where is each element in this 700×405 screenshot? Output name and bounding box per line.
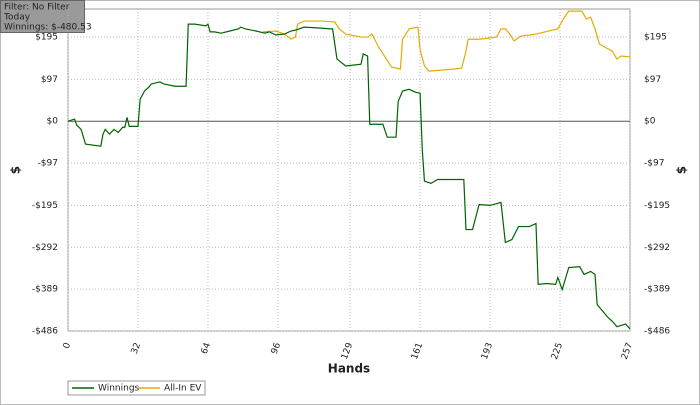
y-tick-label: $195 <box>35 33 58 43</box>
y-tick-label-right: -$389 <box>644 285 670 295</box>
legend-label: Winnings <box>98 384 140 394</box>
y-tick-label: $0 <box>47 117 59 127</box>
y-tick-label: -$292 <box>32 243 58 253</box>
y-tick-label-right: -$292 <box>644 243 670 253</box>
y-tick-label-right: -$195 <box>644 201 670 211</box>
x-tick-label: 32 <box>130 341 143 355</box>
series-line <box>67 23 631 330</box>
y-tick-label-right: $195 <box>644 33 667 43</box>
y-tick-label-right: $0 <box>644 117 656 127</box>
plot-area <box>67 8 631 332</box>
y-tick-label-right: $97 <box>644 75 661 85</box>
x-tick-label: 96 <box>270 341 283 355</box>
y-tick-label: $97 <box>41 75 58 85</box>
x-tick-label: 0 <box>62 341 73 350</box>
y-tick-label: -$195 <box>32 201 58 211</box>
y-axis-title-right: $ <box>675 166 689 174</box>
y-tick-label: -$486 <box>32 327 58 337</box>
y-tick-label: -$97 <box>38 159 58 169</box>
series-line <box>262 10 631 72</box>
x-tick-label: 64 <box>200 341 213 355</box>
info-filter: Filter: No Filter <box>4 3 70 13</box>
legend-box <box>67 380 206 396</box>
info-winnings: Winnings: $-480.53 <box>4 23 92 33</box>
info-period: Today <box>3 13 31 23</box>
y-tick-label-right: -$486 <box>644 327 670 337</box>
y-axis-title: $ <box>9 166 23 174</box>
y-tick-label: -$389 <box>32 285 58 295</box>
x-axis-title: Hands <box>328 362 370 376</box>
legend-label: All-In EV <box>164 384 202 394</box>
info-box <box>0 0 85 33</box>
y-tick-label-right: -$97 <box>644 159 664 169</box>
